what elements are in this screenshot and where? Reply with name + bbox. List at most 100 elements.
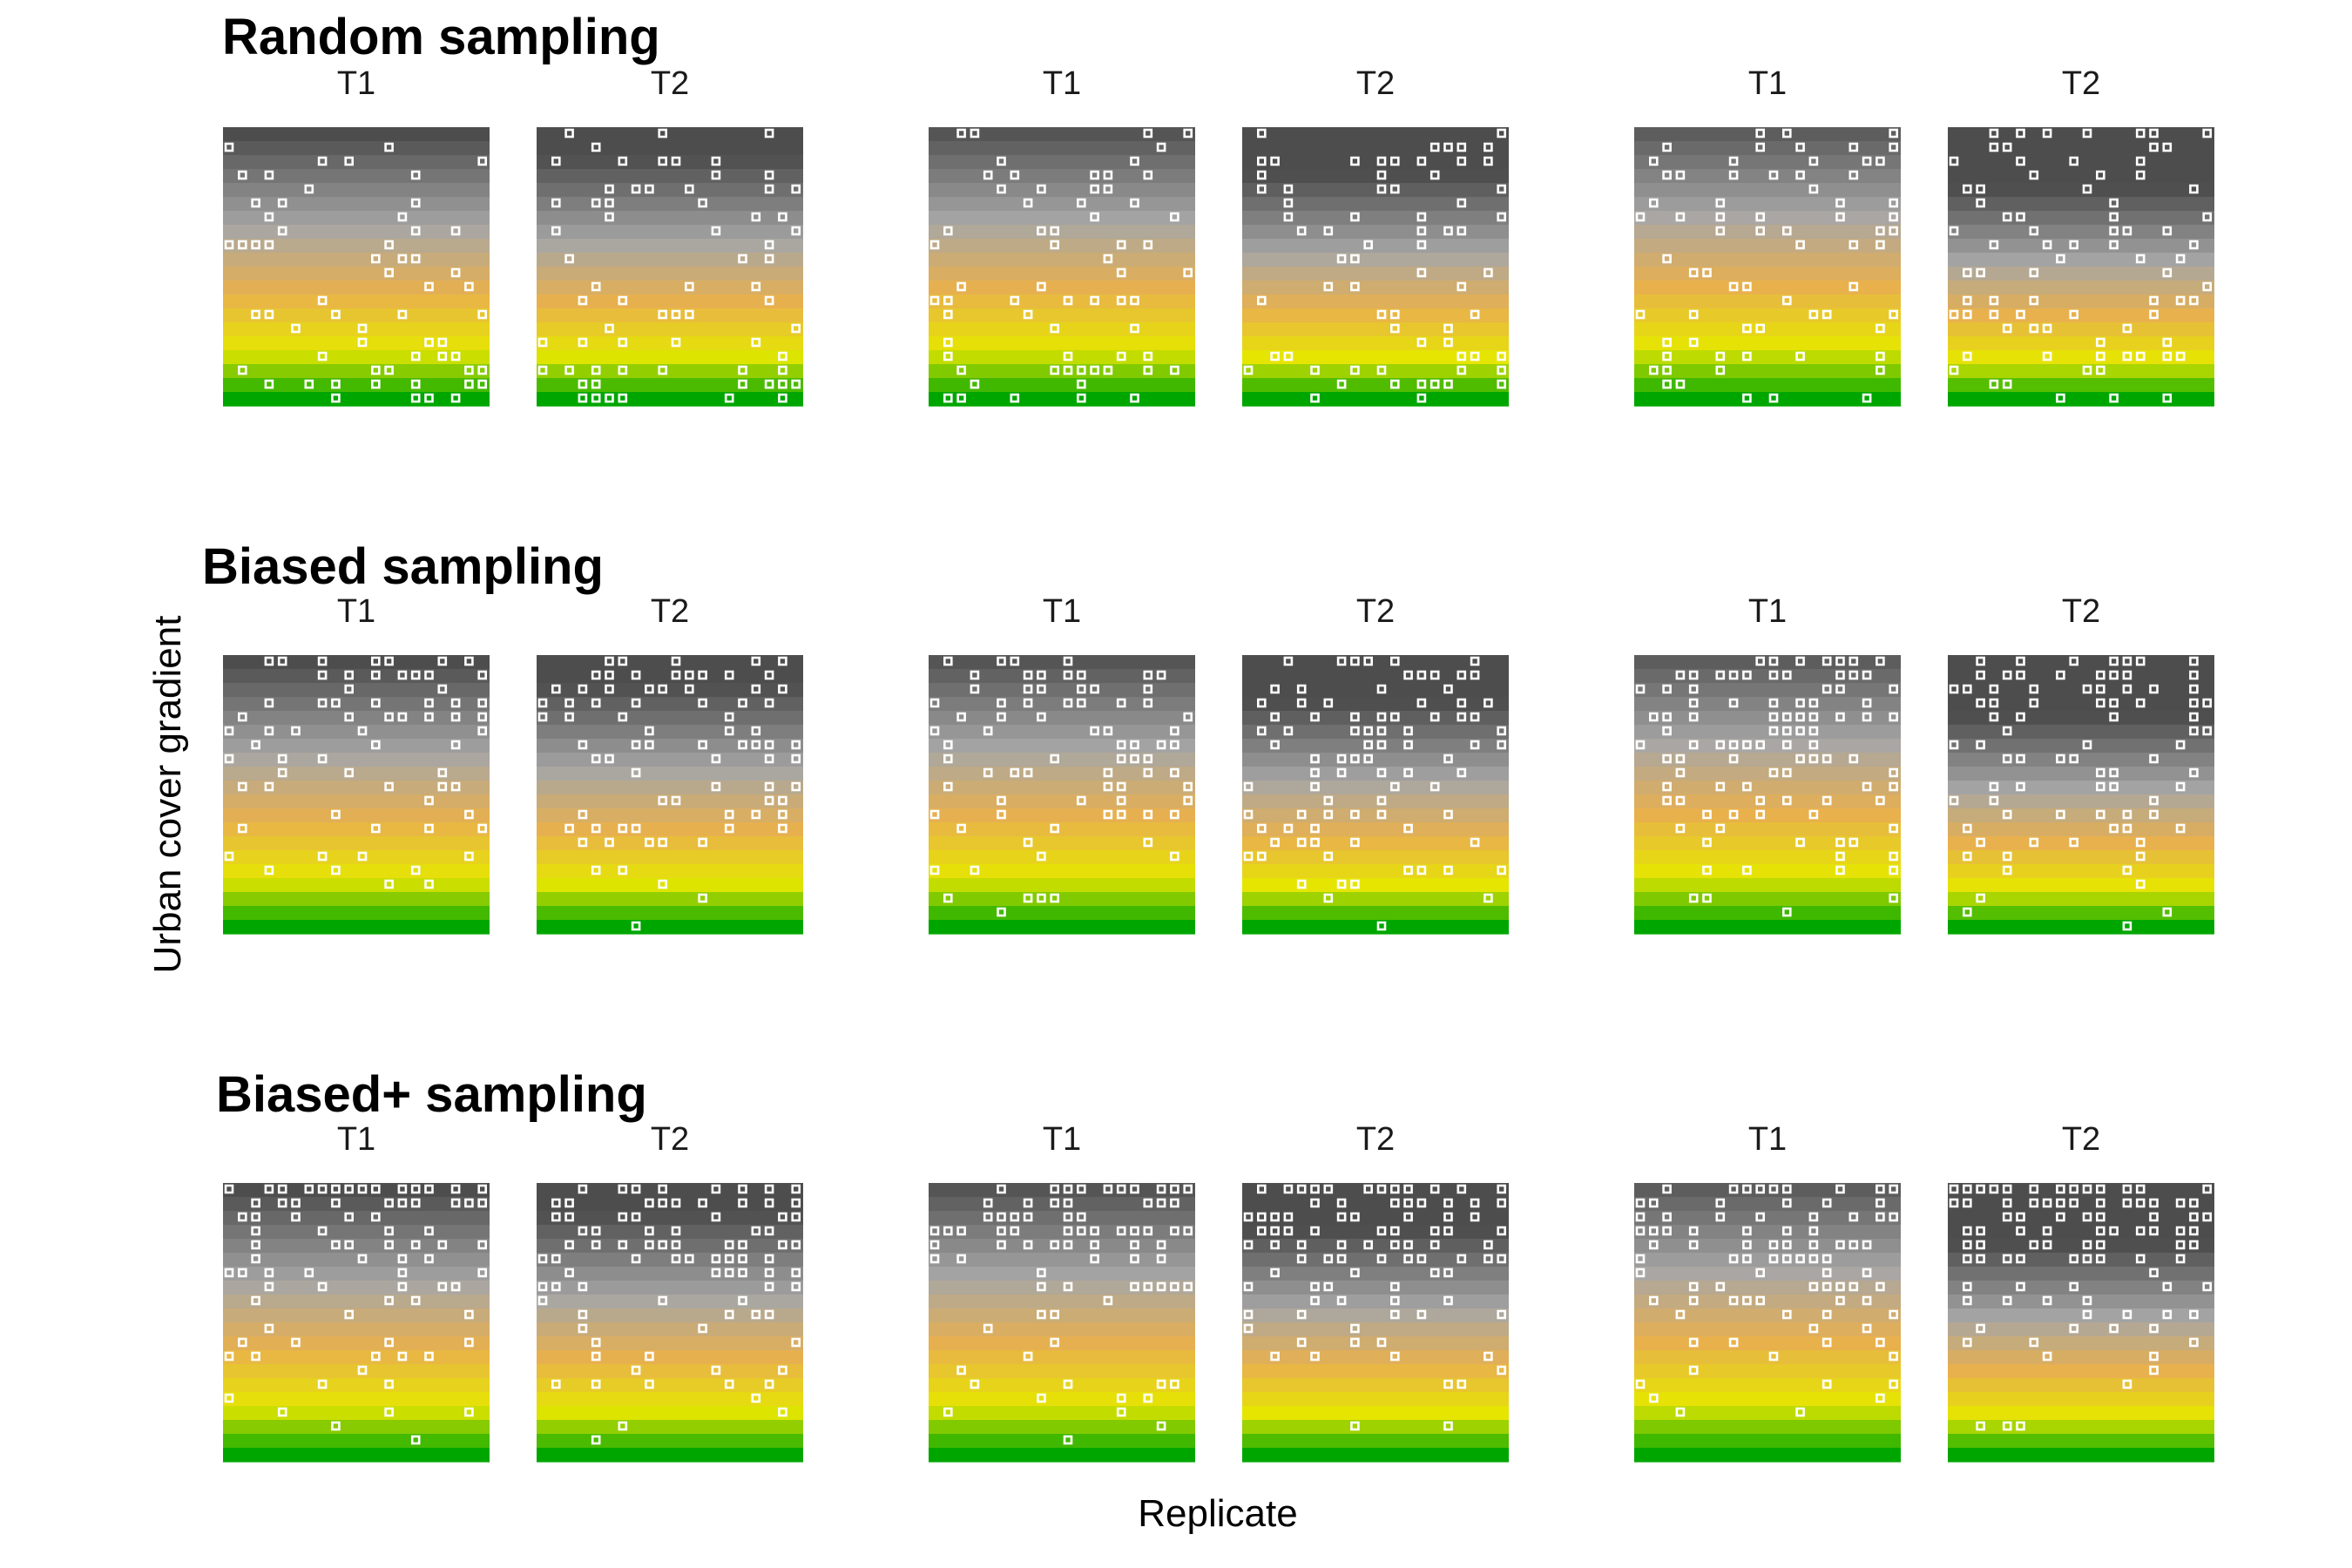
sample-point <box>1143 767 1153 778</box>
sample-point <box>464 1407 474 1417</box>
gradient-band <box>537 1406 803 1421</box>
sample-point <box>1416 240 1427 250</box>
sample-point <box>2135 837 2146 848</box>
gradient-band <box>1948 1183 2214 1198</box>
sample-point <box>1116 754 1126 764</box>
gradient-band <box>929 920 1195 935</box>
sample-point <box>2162 907 2173 917</box>
sample-point <box>277 198 287 208</box>
sample-point <box>264 309 274 320</box>
sample-point <box>591 1337 601 1348</box>
sample-point <box>2056 393 2065 403</box>
sample-point <box>477 823 488 834</box>
sample-point <box>370 656 381 666</box>
sample-point <box>1170 851 1179 862</box>
gradient-band <box>1948 350 2214 365</box>
sample-point <box>1976 1421 1985 1431</box>
sample-point <box>331 1184 341 1194</box>
gradient-band <box>1242 725 1509 740</box>
sample-point <box>2149 295 2159 306</box>
sample-point <box>2029 267 2039 278</box>
sample-point <box>791 1240 801 1250</box>
sample-point <box>450 698 461 708</box>
sample-point <box>1889 226 1898 236</box>
gradient-band <box>223 364 490 379</box>
sample-point <box>251 740 260 750</box>
sample-point <box>2016 212 2025 222</box>
sample-point <box>2016 712 2025 722</box>
sample-point <box>1963 309 1972 320</box>
sample-point <box>997 809 1006 820</box>
sample-point <box>331 1421 341 1431</box>
sample-point <box>1403 1254 1413 1264</box>
sample-point <box>2135 1198 2146 1208</box>
sample-point <box>1257 295 1267 306</box>
gradient-band <box>1948 1350 2214 1365</box>
gradient-band <box>537 781 803 795</box>
gradient-band <box>223 892 490 907</box>
sample-point <box>1037 684 1046 694</box>
sample-point <box>1390 1198 1400 1208</box>
sample-point <box>1662 726 1672 736</box>
sample-point <box>1821 795 1832 806</box>
sample-point <box>1728 170 1739 180</box>
sample-point <box>1675 1309 1686 1320</box>
sample-point <box>1390 1295 1400 1306</box>
sample-point <box>591 365 601 375</box>
sample-point <box>1116 740 1126 750</box>
sample-point <box>684 309 694 320</box>
gradient-band <box>1948 864 2214 879</box>
sample-point <box>410 170 421 180</box>
sample-point <box>1050 1184 1059 1194</box>
gradient-band <box>223 350 490 365</box>
sample-point <box>2162 351 2173 362</box>
sample-point <box>1350 1323 1360 1334</box>
sample-point <box>224 1267 234 1278</box>
sample-point <box>1835 684 1845 694</box>
sample-point <box>791 740 801 750</box>
sample-point <box>2189 295 2199 306</box>
sample-point <box>2096 1212 2105 1222</box>
sample-point <box>1989 142 1999 152</box>
sample-point <box>397 1267 408 1278</box>
sample-point <box>1416 156 1427 166</box>
gradient-band <box>929 267 1195 281</box>
sample-point <box>357 1254 368 1264</box>
gradient-band <box>537 1197 803 1212</box>
sample-point <box>956 393 966 403</box>
gradient-band <box>929 739 1195 754</box>
sample-point <box>1782 767 1792 778</box>
sample-point <box>764 379 774 389</box>
sample-point <box>1443 323 1453 334</box>
sample-point <box>1116 781 1126 792</box>
gradient-band <box>223 906 490 921</box>
sample-point <box>384 142 394 152</box>
sample-point <box>1782 1254 1792 1264</box>
sample-point <box>645 726 654 736</box>
sample-point <box>1063 1184 1073 1194</box>
gradient-band <box>1948 280 2214 295</box>
sample-point <box>1662 684 1672 694</box>
sample-point <box>424 1184 434 1194</box>
sample-point <box>2069 309 2078 320</box>
sample-point <box>1376 684 1387 694</box>
sample-point <box>738 365 747 375</box>
sample-point <box>711 754 721 764</box>
sample-point <box>1023 837 1033 848</box>
sample-point <box>1456 1254 1467 1264</box>
sample-point <box>1782 670 1792 680</box>
sample-point <box>237 170 247 180</box>
sample-point <box>764 795 774 806</box>
sample-point <box>1429 1240 1440 1250</box>
sample-point <box>1090 1240 1099 1250</box>
sample-point <box>277 1407 287 1417</box>
gradient-band <box>929 794 1195 809</box>
gradient-band <box>1242 1448 1509 1463</box>
gradient-band <box>223 1448 490 1463</box>
sample-point <box>397 1198 408 1208</box>
sample-point <box>1768 1351 1779 1362</box>
sample-point <box>1090 212 1099 222</box>
sample-point <box>1649 365 1659 375</box>
sample-point <box>2096 351 2105 362</box>
sample-point <box>1782 1226 1792 1236</box>
